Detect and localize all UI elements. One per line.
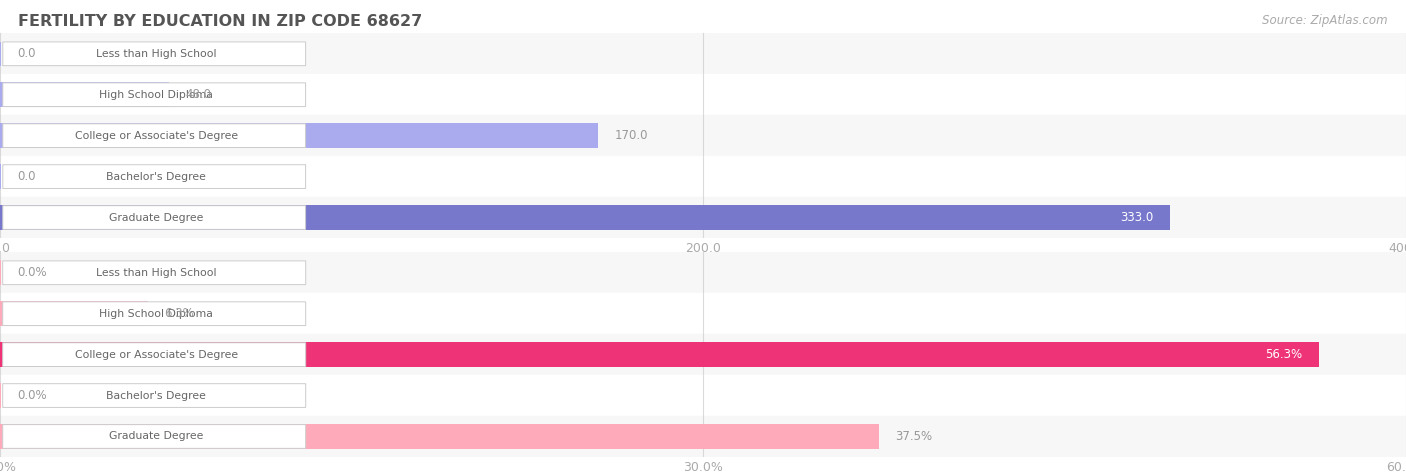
Bar: [0, 424, 879, 449]
Bar: [0, 123, 598, 148]
Bar: [0, 41, 1, 66]
Text: High School Diploma: High School Diploma: [100, 308, 212, 319]
FancyBboxPatch shape: [3, 124, 305, 148]
FancyBboxPatch shape: [3, 302, 305, 326]
Text: Bachelor's Degree: Bachelor's Degree: [105, 390, 207, 401]
FancyBboxPatch shape: [3, 42, 305, 66]
Bar: [0, 260, 1, 285]
Text: Source: ZipAtlas.com: Source: ZipAtlas.com: [1263, 14, 1388, 27]
Bar: [0, 252, 1406, 293]
FancyBboxPatch shape: [3, 206, 305, 229]
FancyBboxPatch shape: [3, 83, 305, 107]
FancyBboxPatch shape: [3, 261, 305, 285]
Text: Graduate Degree: Graduate Degree: [108, 431, 204, 442]
Text: 0.0: 0.0: [17, 170, 35, 183]
Text: 6.3%: 6.3%: [165, 307, 194, 320]
Bar: [0, 301, 148, 326]
Bar: [0, 293, 1406, 334]
Bar: [0, 82, 169, 107]
Bar: [0, 342, 1319, 367]
Bar: [0, 197, 1406, 238]
Text: High School Diploma: High School Diploma: [100, 89, 212, 100]
Text: 56.3%: 56.3%: [1265, 348, 1302, 361]
FancyBboxPatch shape: [3, 425, 305, 448]
Bar: [0, 375, 1406, 416]
Text: 0.0: 0.0: [17, 47, 35, 60]
Bar: [0, 205, 1171, 230]
Bar: [0, 383, 1, 408]
Text: Less than High School: Less than High School: [96, 49, 217, 59]
Bar: [0, 33, 1406, 74]
Text: Less than High School: Less than High School: [96, 268, 217, 278]
FancyBboxPatch shape: [3, 384, 305, 407]
Text: Bachelor's Degree: Bachelor's Degree: [105, 171, 207, 182]
Text: Graduate Degree: Graduate Degree: [108, 212, 204, 223]
FancyBboxPatch shape: [3, 165, 305, 188]
Bar: [0, 416, 1406, 457]
Text: 333.0: 333.0: [1121, 211, 1154, 224]
FancyBboxPatch shape: [3, 343, 305, 367]
Text: College or Associate's Degree: College or Associate's Degree: [75, 349, 238, 360]
Bar: [0, 156, 1406, 197]
Text: College or Associate's Degree: College or Associate's Degree: [75, 130, 238, 141]
Bar: [0, 334, 1406, 375]
Bar: [0, 74, 1406, 115]
Bar: [0, 164, 1, 189]
Text: 0.0%: 0.0%: [17, 266, 46, 279]
Bar: [0, 115, 1406, 156]
Text: 48.0: 48.0: [186, 88, 211, 101]
Text: 0.0%: 0.0%: [17, 389, 46, 402]
Text: FERTILITY BY EDUCATION IN ZIP CODE 68627: FERTILITY BY EDUCATION IN ZIP CODE 68627: [18, 14, 423, 30]
Text: 37.5%: 37.5%: [896, 430, 932, 443]
Text: 170.0: 170.0: [614, 129, 648, 142]
